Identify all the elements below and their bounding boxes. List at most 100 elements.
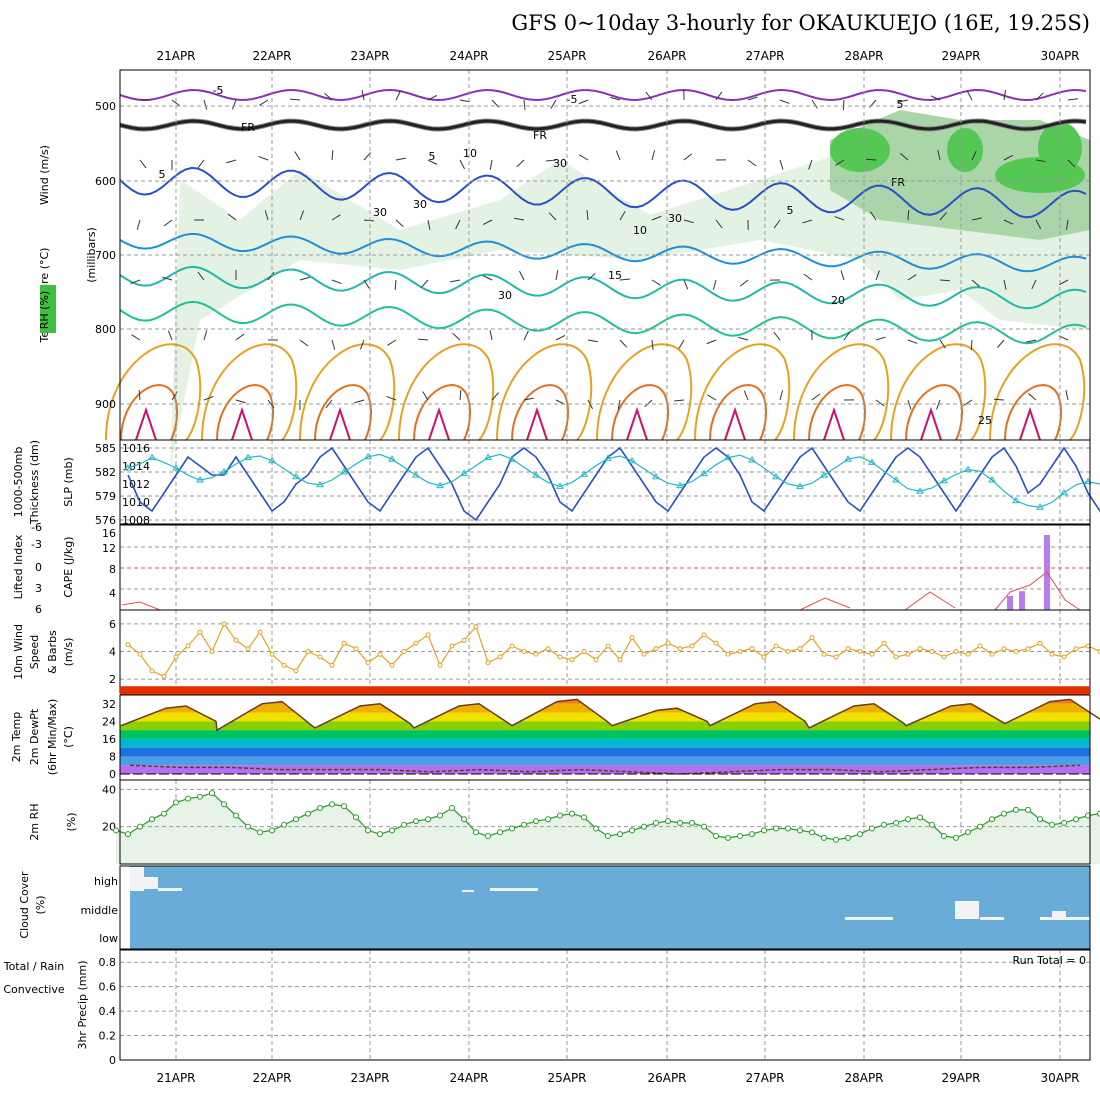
contour-label: 10 <box>633 224 647 237</box>
wind10-point <box>642 652 646 656</box>
rh2m-point <box>474 830 479 835</box>
bottom-date-29APR: 29APR <box>941 1071 980 1085</box>
rh2m-point <box>570 811 575 816</box>
bottom-date-30APR: 30APR <box>1040 1071 1079 1085</box>
cape-tick: 8 <box>109 563 116 576</box>
cloud-block-1 <box>144 877 158 889</box>
rh2m-point <box>150 817 155 822</box>
rh2m-point <box>366 828 371 833</box>
wind-tick: 6 <box>109 618 116 631</box>
chart-title: GFS 0~10day 3-hourly for OKAUKUEJO (16E,… <box>511 11 1090 35</box>
rh2m-point <box>930 822 935 827</box>
rh2m-point <box>318 806 323 811</box>
top-date-29APR: 29APR <box>941 49 980 63</box>
ylabel-convective: Convective <box>3 983 65 996</box>
ylabel-temp2m: 2m DewPt <box>28 708 41 765</box>
wind10-point <box>1026 647 1030 651</box>
wind10-point <box>426 633 430 637</box>
rh2m-point <box>1074 817 1079 822</box>
rh2m-point <box>414 819 419 824</box>
wind10-point <box>846 647 850 651</box>
rh2m-point <box>210 791 215 796</box>
wind10-point <box>318 655 322 659</box>
contour-label: 5 <box>897 98 904 111</box>
rh2m-point <box>306 811 311 816</box>
lifted-tick: 0 <box>35 561 42 574</box>
precip-tick: 0 <box>109 1054 116 1067</box>
rh2m-point <box>162 811 167 816</box>
wind10-point <box>294 669 298 673</box>
ylabel-cloud: Cloud Cover <box>18 871 31 939</box>
run-total: Run Total = 0 <box>1013 954 1087 967</box>
wind10-point <box>342 641 346 645</box>
rh2m-point <box>522 822 527 827</box>
pressure-tick: 900 <box>95 398 116 411</box>
ylabel-precip: 3hr Precip (mm) <box>76 960 89 1049</box>
wind-tick: 2 <box>109 673 116 686</box>
bottom-date-23APR: 23APR <box>350 1071 389 1085</box>
top-date-30APR: 30APR <box>1040 49 1079 63</box>
wind10-point <box>474 625 478 629</box>
wind10-point <box>798 647 802 651</box>
wind-barb <box>940 280 950 281</box>
rh2m-point <box>582 815 587 820</box>
cape-tick: 16 <box>102 527 116 540</box>
rh2m-point <box>270 828 275 833</box>
wind10-point <box>618 658 622 662</box>
cloud-block-5 <box>845 917 893 920</box>
rh2m-point <box>126 832 131 837</box>
wind10-point <box>690 644 694 648</box>
top-date-25APR: 25APR <box>547 49 586 63</box>
rh2m-point <box>186 796 191 801</box>
rh2m-point <box>918 815 923 820</box>
contour-label: 5 <box>429 150 436 163</box>
lifted-tick: 6 <box>35 603 42 616</box>
contour-label: FR <box>241 121 255 134</box>
contour-label: -5 <box>213 84 224 97</box>
lifted-tick: 3 <box>35 582 42 595</box>
rh-shade-high-0 <box>830 128 890 172</box>
wind10-point <box>750 647 754 651</box>
rh2m-point <box>822 835 827 840</box>
wind10-point <box>450 644 454 648</box>
cloud-block-7 <box>980 917 1004 920</box>
bottom-date-21APR: 21APR <box>156 1071 195 1085</box>
wind10-point <box>834 655 838 659</box>
rh2m-point <box>642 824 647 829</box>
rh2m-point <box>870 826 875 831</box>
wind10-point <box>1050 652 1054 656</box>
contour-label: 15 <box>608 269 622 282</box>
wind10-point <box>378 652 382 656</box>
rh2m-point <box>558 813 563 818</box>
contour-label: FR <box>891 176 905 189</box>
contour-label: 30 <box>498 289 512 302</box>
ylabel-temp2m: 2m Temp <box>10 712 23 763</box>
rh2m-point <box>234 813 239 818</box>
top-date-22APR: 22APR <box>252 49 291 63</box>
cape-bar <box>1019 591 1025 610</box>
wind10-point <box>390 663 394 667</box>
wind10-point <box>822 652 826 656</box>
contour-label: -5 <box>567 93 578 106</box>
rh2m-point <box>654 820 659 825</box>
wind10-point <box>246 647 250 651</box>
thickness-tick: 585 <box>95 442 116 455</box>
cloud-block-6 <box>955 901 979 919</box>
rh2m-point <box>894 820 899 825</box>
wind10-point <box>282 663 286 667</box>
pressure-tick: 700 <box>95 249 116 262</box>
rh2m-point <box>954 835 959 840</box>
ylabel-wind10: 10m Wind <box>12 624 25 680</box>
rh2m-point <box>882 822 887 827</box>
wind10-point <box>774 644 778 648</box>
wind10-point <box>954 650 958 654</box>
cloud-block-2 <box>158 888 182 891</box>
wind10-point <box>558 655 562 659</box>
slp-tick: 1016 <box>122 442 150 455</box>
cloud-level-middle: middle <box>80 904 118 917</box>
rh2m-point <box>462 817 467 822</box>
contour-label: 10 <box>463 147 477 160</box>
pressure-tick: 500 <box>95 100 116 113</box>
wind10-point <box>978 644 982 648</box>
wind10-point <box>1062 655 1066 659</box>
